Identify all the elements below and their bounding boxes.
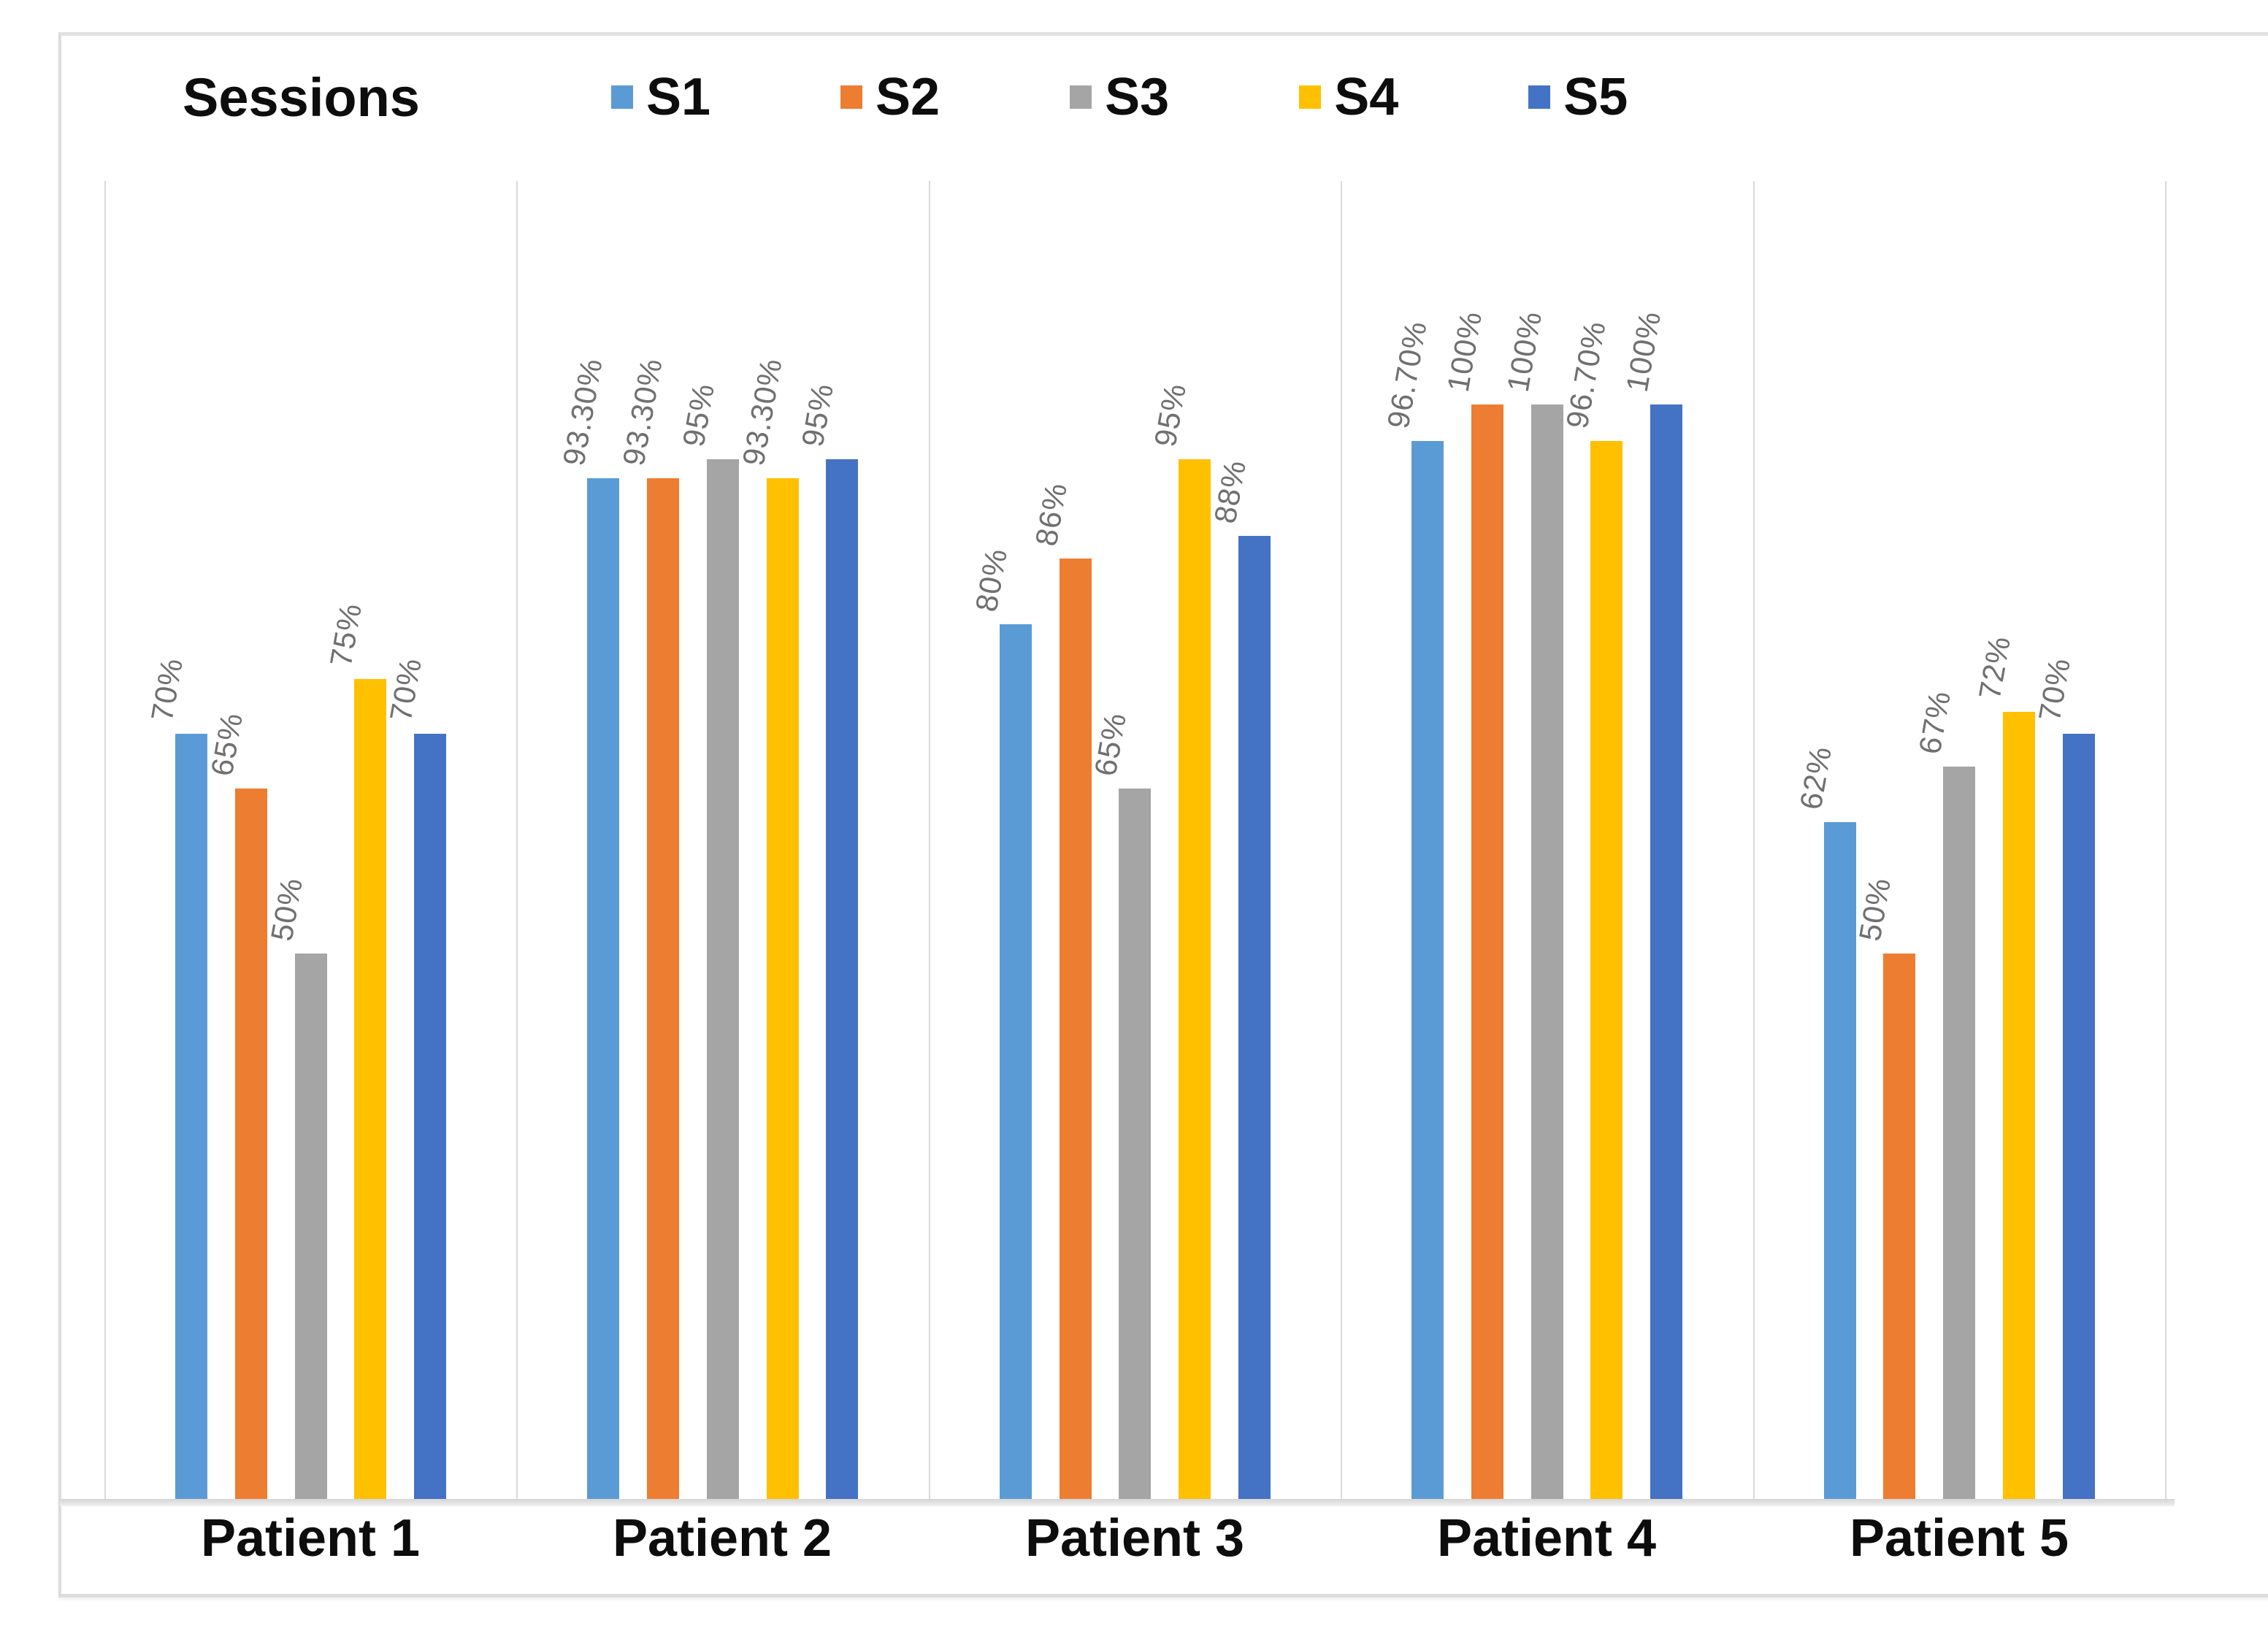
legend-item-s2: S2	[840, 67, 940, 127]
bar-s3-patient-2	[707, 459, 739, 1503]
bar-s3-patient-5	[1943, 767, 1975, 1503]
legend-item-s3: S3	[1070, 67, 1169, 127]
bar-s4-patient-1	[354, 679, 386, 1503]
legend-label-s5: S5	[1563, 68, 1628, 126]
panel-separator	[1753, 181, 1755, 1503]
bar-s4-patient-2	[767, 478, 799, 1503]
legend: Sessions S1 S2 S3 S4 S5	[183, 64, 1758, 130]
bar-s3-patient-4	[1531, 404, 1563, 1503]
bar-s5-patient-4	[1650, 404, 1682, 1503]
legend-swatch-s5	[1528, 85, 1551, 109]
bar-s4-patient-3	[1179, 459, 1211, 1503]
chart-frame	[58, 32, 2268, 1597]
panel-separator	[2165, 181, 2167, 1503]
panel-separator	[929, 181, 930, 1503]
category-label-patient-4: Patient 4	[1436, 1509, 1657, 1568]
legend-label-s2: S2	[876, 68, 940, 126]
bar-s1-patient-3	[1000, 624, 1032, 1503]
bar-s2-patient-1	[235, 789, 267, 1503]
legend-swatch-s1	[610, 85, 633, 109]
legend-label-s3: S3	[1105, 68, 1170, 126]
bar-s5-patient-1	[414, 734, 446, 1503]
legend-swatch-s4	[1299, 85, 1322, 109]
bar-s3-patient-3	[1119, 789, 1151, 1503]
bar-s1-patient-4	[1411, 441, 1444, 1503]
legend-swatch-s2	[840, 85, 863, 109]
legend-item-s1: S1	[610, 67, 711, 127]
category-label-patient-1: Patient 1	[200, 1509, 421, 1568]
bar-s5-patient-5	[2063, 734, 2095, 1503]
bar-s2-patient-4	[1471, 404, 1503, 1503]
bar-s2-patient-2	[647, 478, 679, 1503]
x-axis-line	[60, 1499, 2175, 1506]
panel-separator	[516, 181, 518, 1503]
category-label-patient-2: Patient 2	[612, 1509, 832, 1568]
bar-s3-patient-1	[295, 954, 327, 1503]
bar-s4-patient-4	[1590, 441, 1623, 1503]
bar-s4-patient-5	[2003, 712, 2035, 1503]
legend-swatch-s3	[1070, 85, 1092, 109]
legend-label-s1: S1	[645, 68, 711, 126]
bar-s2-patient-3	[1060, 559, 1092, 1503]
bar-s1-patient-2	[587, 478, 619, 1503]
bar-s5-patient-3	[1238, 536, 1271, 1503]
legend-title: Sessions	[183, 66, 420, 128]
panel-separator	[104, 181, 106, 1503]
category-label-patient-5: Patient 5	[1849, 1509, 2069, 1568]
bar-s2-patient-5	[1883, 954, 1915, 1503]
bar-s1-patient-1	[175, 734, 207, 1503]
legend-item-s5: S5	[1528, 67, 1628, 127]
bar-s5-patient-2	[826, 459, 858, 1503]
bar-s1-patient-5	[1824, 822, 1856, 1503]
legend-item-s4: S4	[1299, 67, 1398, 127]
category-label-patient-3: Patient 3	[1024, 1509, 1245, 1568]
panel-separator	[1341, 181, 1342, 1503]
legend-label-s4: S4	[1334, 68, 1399, 126]
